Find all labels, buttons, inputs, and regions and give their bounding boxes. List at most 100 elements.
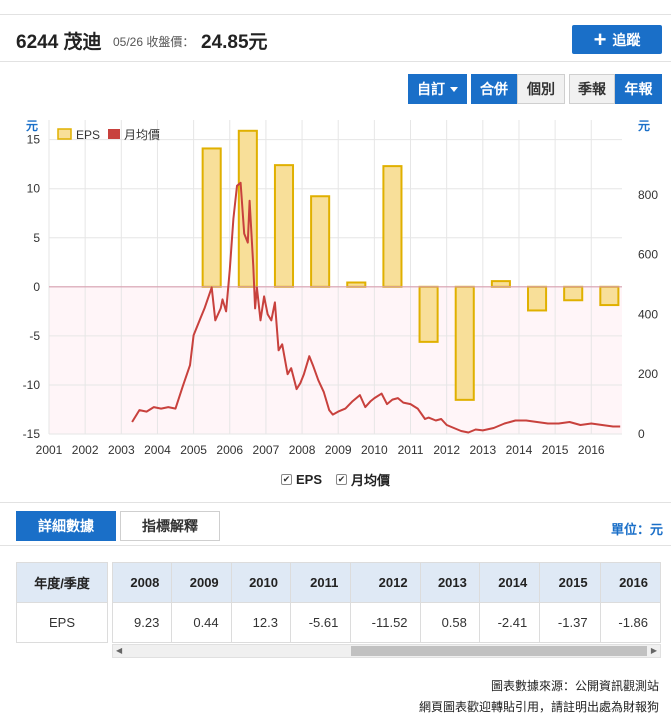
table-cell-eps: -11.52 bbox=[350, 602, 421, 643]
x-tick-label: 2010 bbox=[361, 443, 388, 457]
individual-button[interactable]: 個別 bbox=[517, 74, 565, 104]
consolidated-button[interactable]: 合併 bbox=[471, 74, 517, 104]
scroll-left-icon[interactable]: ◀ bbox=[116, 646, 123, 655]
table-header-year: 2016 bbox=[599, 562, 662, 603]
tab-explain-label: 指標解釋 bbox=[142, 518, 198, 534]
y-left-tick-label: -5 bbox=[29, 329, 40, 343]
eps-bar bbox=[310, 195, 331, 288]
eps-bar bbox=[454, 285, 475, 401]
eps-bar bbox=[599, 285, 620, 307]
annual-button[interactable]: 年報 bbox=[615, 74, 662, 104]
custom-label: 自訂 bbox=[417, 81, 445, 97]
tab-detail-label: 詳細數據 bbox=[38, 518, 94, 534]
price-line bbox=[131, 181, 621, 434]
y-right-tick-label: 600 bbox=[638, 248, 658, 262]
stock-title: 6244 茂迪 bbox=[16, 32, 102, 53]
eps-price-chart: 2001 2002 2003 2004 2005 2006 2007 2008 2009 2010… bbox=[23, 119, 659, 457]
individual-label: 個別 bbox=[527, 81, 555, 97]
x-tick-label: 2001 bbox=[36, 443, 63, 457]
table-header-year: 2014 bbox=[478, 562, 541, 603]
y-left-tick-label: -10 bbox=[23, 378, 41, 392]
table-header-year: 2008 bbox=[111, 562, 173, 603]
eps-bar bbox=[382, 165, 403, 288]
eps-bar bbox=[418, 285, 439, 343]
table-row: 9.23 0.44 12.3 -5.61 -11.52 0.58 -2.41 -1.37 -1.… bbox=[111, 602, 662, 643]
close-price-label: 05/26 收盤價： bbox=[113, 35, 195, 49]
close-price-value: 24.85元 bbox=[201, 32, 268, 53]
tab-indicator-explain[interactable]: 指標解釋 bbox=[120, 511, 220, 541]
y-left-unit-label: 元 bbox=[26, 119, 38, 133]
table-cell-eps: 12.3 bbox=[230, 602, 291, 643]
eps-bar bbox=[273, 164, 295, 288]
table-cell-eps: 9.23 bbox=[111, 602, 173, 643]
table-row-labels: 年度/季度 EPS bbox=[16, 562, 108, 643]
y-right-tick-label: 200 bbox=[638, 367, 658, 381]
table-row-label: EPS bbox=[16, 602, 108, 643]
annual-label: 年報 bbox=[624, 81, 653, 97]
x-tick-label: 2005 bbox=[180, 443, 207, 457]
y-right-tick-label: 400 bbox=[638, 307, 658, 321]
table-header-year: 2009 bbox=[171, 562, 232, 603]
table-scrollbar[interactable]: ◀ ▶ bbox=[112, 644, 661, 658]
legend-price-label: 月均價 bbox=[124, 128, 160, 142]
table-cell-eps: 0.44 bbox=[171, 602, 232, 643]
x-tick-label: 2011 bbox=[398, 443, 424, 457]
eps-bar bbox=[527, 285, 548, 312]
table-cell-eps: 0.58 bbox=[419, 602, 480, 643]
caret-down-icon bbox=[450, 86, 458, 92]
scroll-thumb[interactable] bbox=[351, 646, 647, 656]
table-header-year: 2011 bbox=[289, 562, 352, 603]
unit-label: 單位：元 bbox=[610, 522, 663, 537]
x-tick-label: 2002 bbox=[72, 443, 99, 457]
y-right-unit-label: 元 bbox=[638, 119, 650, 133]
eps-toggle[interactable]: ✔ EPS bbox=[280, 470, 322, 489]
eps-bar bbox=[490, 280, 511, 288]
table-header-year: 2015 bbox=[539, 562, 601, 603]
data-source-note: 圖表數據來源：公開資訊觀測站 bbox=[490, 679, 659, 693]
x-tick-label: 2009 bbox=[325, 443, 352, 457]
eps-bar bbox=[563, 285, 584, 302]
series-toggle-legend: ✔ EPS ✔ 月均價 bbox=[0, 470, 671, 489]
x-tick-label: 2006 bbox=[216, 443, 243, 457]
follow-label: 追蹤 bbox=[612, 31, 641, 48]
table-cell-eps: -1.37 bbox=[539, 602, 601, 643]
x-tick-label: 2008 bbox=[289, 443, 316, 457]
y-right-tick-label: 800 bbox=[638, 188, 658, 202]
follow-button[interactable]: + 追蹤 bbox=[572, 25, 662, 54]
quarterly-button[interactable]: 季報 bbox=[569, 74, 615, 104]
table-head-label: 年度/季度 bbox=[16, 562, 108, 603]
x-tick-label: 2013 bbox=[469, 443, 496, 457]
x-tick-label: 2007 bbox=[253, 443, 280, 457]
data-tabbar: 詳細數據 指標解釋 單位：元 bbox=[0, 502, 671, 546]
table-header-year: 2010 bbox=[230, 562, 291, 603]
x-tick-label: 2004 bbox=[144, 443, 171, 457]
scroll-right-icon[interactable]: ▶ bbox=[650, 646, 657, 655]
eps-data-table: 2008 2009 2010 2011 2012 2013 2014 2015 2016 9.2… bbox=[111, 562, 662, 643]
table-header-year: 2012 bbox=[350, 562, 421, 603]
x-tick-label: 2014 bbox=[506, 443, 533, 457]
table-cell-eps: -5.61 bbox=[289, 602, 352, 643]
table-cell-eps: -1.86 bbox=[599, 602, 662, 643]
x-tick-label: 2016 bbox=[578, 443, 605, 457]
stock-header: 6244 茂迪 05/26 收盤價： 24.85元 + 追蹤 bbox=[0, 14, 671, 62]
x-tick-label: 2012 bbox=[433, 443, 460, 457]
tab-detail-data[interactable]: 詳細數據 bbox=[16, 511, 116, 541]
plus-icon: + bbox=[593, 26, 607, 52]
legend-price-swatch bbox=[108, 129, 120, 139]
y-left-tick-label: 10 bbox=[27, 182, 41, 196]
eps-toggle-label: EPS bbox=[295, 472, 322, 487]
legend-eps-label: EPS bbox=[76, 128, 100, 142]
table-cell-eps: -2.41 bbox=[478, 602, 541, 643]
y-right-tick-label: 0 bbox=[638, 427, 645, 441]
y-left-tick-label: 5 bbox=[33, 231, 40, 245]
custom-dropdown-button[interactable]: 自訂 bbox=[408, 74, 467, 104]
price-toggle[interactable]: ✔ 月均價 bbox=[336, 470, 390, 489]
y-left-tick-label: -15 bbox=[23, 427, 41, 441]
checkbox-icon: ✔ bbox=[336, 474, 347, 485]
checkbox-icon: ✔ bbox=[280, 474, 292, 485]
eps-bar bbox=[201, 147, 222, 288]
table-header-year: 2013 bbox=[419, 562, 480, 603]
negative-zone bbox=[49, 286, 622, 434]
x-tick-label: 2015 bbox=[542, 443, 569, 457]
consolidated-label: 合併 bbox=[480, 81, 508, 97]
